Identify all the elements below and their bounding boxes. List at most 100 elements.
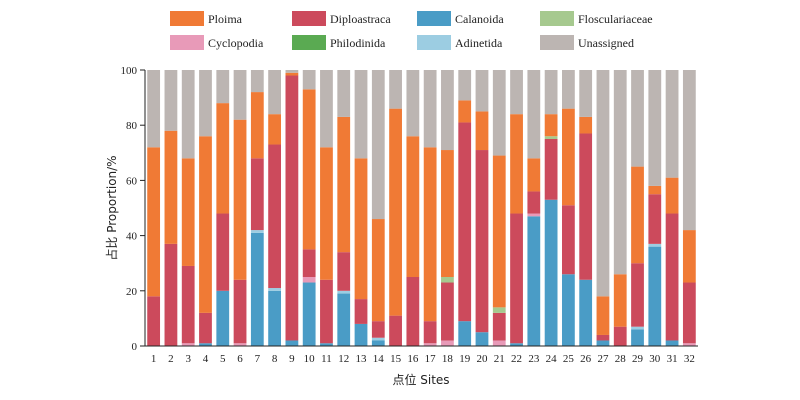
bar-segment-unassigned-site-25 — [561, 70, 575, 109]
legend-item-diploastraca: Diploastraca — [292, 11, 391, 26]
bar-segment-calanoida-site-19 — [458, 321, 472, 346]
legend-item-unassigned: Unassigned — [540, 35, 634, 50]
bar-segment-diploastraca-site-27 — [596, 334, 610, 341]
bar-segment-calanoida-site-31 — [665, 340, 679, 346]
bar-segment-diploastraca-site-13 — [354, 299, 368, 324]
x-tick-label: 9 — [289, 353, 295, 365]
bar-segment-calanoida-site-23 — [527, 216, 541, 346]
x-tick-label: 12 — [338, 353, 349, 365]
bar-segment-ploima-site-25 — [561, 108, 575, 206]
bar-segment-diploastraca-site-5 — [216, 213, 230, 291]
bar-stack-site-2 — [164, 70, 178, 346]
bar-segment-diploastraca-site-8 — [268, 144, 282, 289]
bar-segment-ploima-site-31 — [665, 177, 679, 214]
legend-swatch — [292, 11, 326, 26]
legend-item-flosculariaceae: Flosculariaceae — [540, 11, 653, 26]
x-tick-label: 22 — [511, 353, 522, 365]
x-tick-label: 4 — [203, 353, 209, 365]
bar-segment-calanoida-site-24 — [544, 199, 558, 346]
bar-segment-unassigned-site-7 — [250, 70, 264, 93]
bar-stack-site-20 — [475, 70, 489, 346]
legend-swatch — [417, 35, 451, 50]
bar-segment-unassigned-site-22 — [510, 70, 523, 115]
bar-segment-unassigned-site-4 — [199, 70, 212, 137]
bar-segment-ploima-site-8 — [268, 114, 282, 145]
bar-segment-ploima-site-24 — [544, 114, 558, 137]
y-tick-label: 0 — [132, 341, 138, 353]
bar-segment-ploima-site-10 — [302, 89, 316, 250]
bar-segment-ploima-site-18 — [441, 150, 454, 277]
bar-stack-site-3 — [181, 70, 195, 346]
x-tick-label: 31 — [667, 353, 678, 365]
bar-segment-ploima-site-9 — [285, 72, 299, 76]
bar-segment-unassigned-site-12 — [337, 70, 351, 117]
legend-swatch — [540, 35, 574, 50]
x-tick-label: 5 — [220, 353, 226, 365]
bar-segment-calanoida-site-14 — [371, 340, 385, 346]
bar-segment-unassigned-site-14 — [371, 70, 385, 220]
bar-segment-diploastraca-site-28 — [613, 326, 627, 346]
x-tick-label: 16 — [407, 353, 419, 365]
bar-stack-site-21 — [492, 70, 506, 346]
bar-segment-ploima-site-29 — [631, 166, 644, 264]
bar-segment-ploima-site-4 — [199, 136, 212, 313]
bar-segment-diploastraca-site-22 — [510, 213, 523, 344]
bar-segment-diploastraca-site-11 — [320, 279, 333, 344]
bar-stack-site-26 — [579, 70, 593, 346]
bar-segment-ploima-site-14 — [371, 219, 385, 322]
bar-segment-unassigned-site-9 — [285, 70, 299, 73]
bar-segment-diploastraca-site-19 — [458, 122, 472, 322]
bar-segment-calanoida-site-22 — [510, 343, 523, 346]
x-tick-label: 13 — [356, 353, 368, 365]
bar-segment-adinetida-site-7 — [250, 230, 264, 233]
bar-stack-site-28 — [613, 70, 627, 346]
legend-item-philodinida: Philodinida — [292, 35, 386, 50]
bar-segment-unassigned-site-27 — [596, 70, 610, 297]
bar-segment-flosculariaceae-site-21 — [492, 307, 506, 313]
legend-label: Adinetida — [455, 36, 503, 50]
bar-segment-adinetida-site-12 — [337, 290, 351, 294]
x-tick-label: 19 — [459, 353, 471, 365]
bar-segment-ploima-site-1 — [147, 147, 161, 297]
bar-stack-site-23 — [527, 70, 541, 346]
bar-segment-diploastraca-site-17 — [423, 321, 437, 344]
bar-stack-site-8 — [268, 70, 282, 346]
bar-segment-cyclopodia-site-21 — [492, 340, 506, 346]
bar-segment-ploima-site-13 — [354, 158, 368, 300]
x-tick-label: 14 — [373, 353, 385, 365]
x-tick-label: 24 — [546, 353, 558, 365]
bar-segment-diploastraca-site-10 — [302, 249, 316, 277]
y-tick-label: 20 — [126, 286, 138, 298]
bars-layer — [147, 70, 696, 346]
bar-segment-unassigned-site-16 — [406, 70, 420, 137]
bar-segment-diploastraca-site-1 — [147, 296, 161, 346]
bar-segment-ploima-site-20 — [475, 111, 489, 151]
bar-stack-site-25 — [561, 70, 575, 346]
bar-segment-unassigned-site-8 — [268, 70, 282, 115]
bar-segment-ploima-site-3 — [181, 158, 195, 266]
bar-segment-cyclopodia-site-10 — [302, 277, 316, 283]
bar-segment-diploastraca-site-16 — [406, 277, 420, 346]
bar-segment-flosculariaceae-site-18 — [441, 277, 454, 283]
legend-item-cyclopodia: Cyclopodia — [170, 35, 264, 50]
bar-segment-ploima-site-2 — [164, 130, 178, 244]
x-tick-label: 20 — [476, 353, 488, 365]
bar-stack-site-12 — [337, 70, 351, 346]
bar-segment-ploima-site-7 — [250, 92, 264, 159]
x-tick-label: 6 — [237, 353, 243, 365]
bar-segment-ploima-site-15 — [389, 108, 402, 316]
bar-stack-site-4 — [199, 70, 212, 346]
bar-segment-diploastraca-site-26 — [579, 133, 593, 280]
bar-segment-calanoida-site-30 — [648, 246, 662, 346]
bar-segment-unassigned-site-19 — [458, 70, 472, 101]
legend-item-calanoida: Calanoida — [417, 11, 504, 26]
bar-segment-calanoida-site-29 — [631, 329, 644, 346]
bar-segment-calanoida-site-26 — [579, 279, 593, 346]
y-tick-label: 100 — [121, 65, 138, 77]
bar-segment-unassigned-site-29 — [631, 70, 644, 167]
x-tick-label: 21 — [494, 353, 505, 365]
x-tick-label: 27 — [597, 353, 609, 365]
bar-segment-diploastraca-site-24 — [544, 139, 558, 200]
legend-label: Calanoida — [455, 12, 504, 26]
